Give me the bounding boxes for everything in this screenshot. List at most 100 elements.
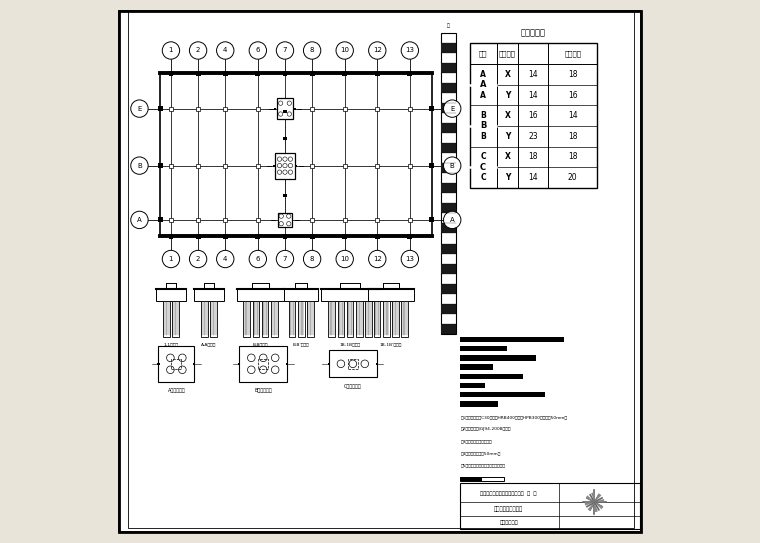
- Bar: [482, 477, 504, 481]
- Text: Y: Y: [505, 132, 510, 141]
- Bar: [366, 301, 372, 337]
- Circle shape: [303, 42, 321, 59]
- Bar: [375, 363, 378, 365]
- Circle shape: [249, 42, 267, 59]
- Wedge shape: [586, 495, 594, 502]
- Bar: [298, 301, 305, 337]
- Text: 12: 12: [373, 47, 382, 54]
- Text: X: X: [505, 153, 511, 161]
- Circle shape: [277, 250, 293, 268]
- Bar: [407, 233, 413, 239]
- Bar: [256, 218, 260, 222]
- Text: 4: 4: [223, 47, 227, 54]
- Text: B: B: [137, 162, 142, 169]
- Bar: [441, 163, 456, 173]
- Bar: [309, 71, 315, 75]
- Bar: [283, 194, 287, 197]
- Bar: [258, 359, 268, 369]
- Text: 23: 23: [529, 132, 538, 141]
- Bar: [342, 71, 347, 75]
- Text: 桩: 桩: [447, 23, 450, 28]
- Text: B: B: [450, 162, 454, 169]
- Text: 钢筋数量: 钢筋数量: [564, 50, 581, 57]
- Wedge shape: [587, 502, 594, 511]
- Text: E: E: [138, 105, 141, 112]
- Text: 7: 7: [283, 47, 287, 54]
- Bar: [347, 301, 353, 337]
- Bar: [461, 383, 485, 388]
- Bar: [343, 106, 347, 110]
- Bar: [328, 301, 335, 337]
- Text: 2: 2: [196, 256, 201, 262]
- Bar: [441, 304, 456, 314]
- Bar: [255, 233, 260, 239]
- Bar: [348, 359, 358, 369]
- Text: B: B: [480, 111, 486, 120]
- Bar: [408, 164, 412, 167]
- Bar: [429, 217, 434, 223]
- Bar: [407, 71, 413, 75]
- Text: 8: 8: [310, 256, 315, 262]
- Bar: [169, 233, 173, 239]
- Bar: [223, 164, 227, 167]
- Bar: [262, 301, 268, 337]
- Bar: [441, 324, 456, 334]
- Bar: [283, 110, 287, 113]
- Circle shape: [189, 42, 207, 59]
- Circle shape: [369, 42, 386, 59]
- Text: 注3：桩顶标高详见图纸。: 注3：桩顶标高详见图纸。: [461, 439, 492, 443]
- Circle shape: [401, 42, 419, 59]
- Bar: [441, 243, 456, 254]
- Text: 18: 18: [529, 153, 538, 161]
- Bar: [156, 289, 186, 301]
- Bar: [278, 213, 292, 227]
- Bar: [461, 346, 506, 351]
- Bar: [461, 364, 493, 370]
- Bar: [223, 218, 227, 222]
- Bar: [461, 401, 499, 407]
- Text: 注5：桩基施工完毕后进行基桩检测。: 注5：桩基施工完毕后进行基桩检测。: [461, 463, 505, 467]
- Bar: [343, 218, 347, 222]
- Text: C: C: [480, 163, 486, 172]
- Text: 6: 6: [255, 47, 260, 54]
- Text: 14: 14: [529, 70, 538, 79]
- Bar: [211, 301, 217, 337]
- Bar: [461, 374, 523, 379]
- Bar: [286, 363, 288, 365]
- Circle shape: [336, 42, 353, 59]
- Text: 18: 18: [568, 132, 578, 141]
- Wedge shape: [594, 502, 598, 512]
- Text: 2: 2: [196, 47, 201, 54]
- Circle shape: [189, 250, 207, 268]
- Bar: [441, 264, 456, 274]
- Bar: [461, 355, 537, 361]
- Circle shape: [369, 250, 386, 268]
- Circle shape: [162, 250, 179, 268]
- Bar: [342, 233, 347, 239]
- Bar: [239, 346, 287, 382]
- Text: A: A: [480, 70, 486, 79]
- Bar: [310, 106, 314, 110]
- Bar: [157, 163, 163, 168]
- Bar: [383, 283, 399, 289]
- Bar: [441, 283, 456, 294]
- Text: 16: 16: [529, 111, 538, 120]
- Bar: [193, 363, 195, 365]
- Bar: [196, 106, 200, 110]
- Bar: [310, 218, 314, 222]
- Text: 14: 14: [529, 91, 538, 99]
- Text: 某桩基础课程设计图: 某桩基础课程设计图: [494, 506, 524, 512]
- Bar: [429, 163, 434, 168]
- Circle shape: [217, 42, 234, 59]
- Text: B: B: [480, 132, 486, 141]
- Bar: [169, 164, 173, 167]
- Bar: [340, 283, 360, 289]
- Bar: [343, 164, 347, 167]
- Bar: [329, 350, 377, 377]
- Text: 钢筋直径: 钢筋直径: [499, 50, 516, 57]
- Wedge shape: [591, 493, 594, 502]
- Bar: [375, 233, 380, 239]
- Bar: [160, 73, 432, 236]
- Bar: [309, 233, 315, 239]
- Circle shape: [401, 250, 419, 268]
